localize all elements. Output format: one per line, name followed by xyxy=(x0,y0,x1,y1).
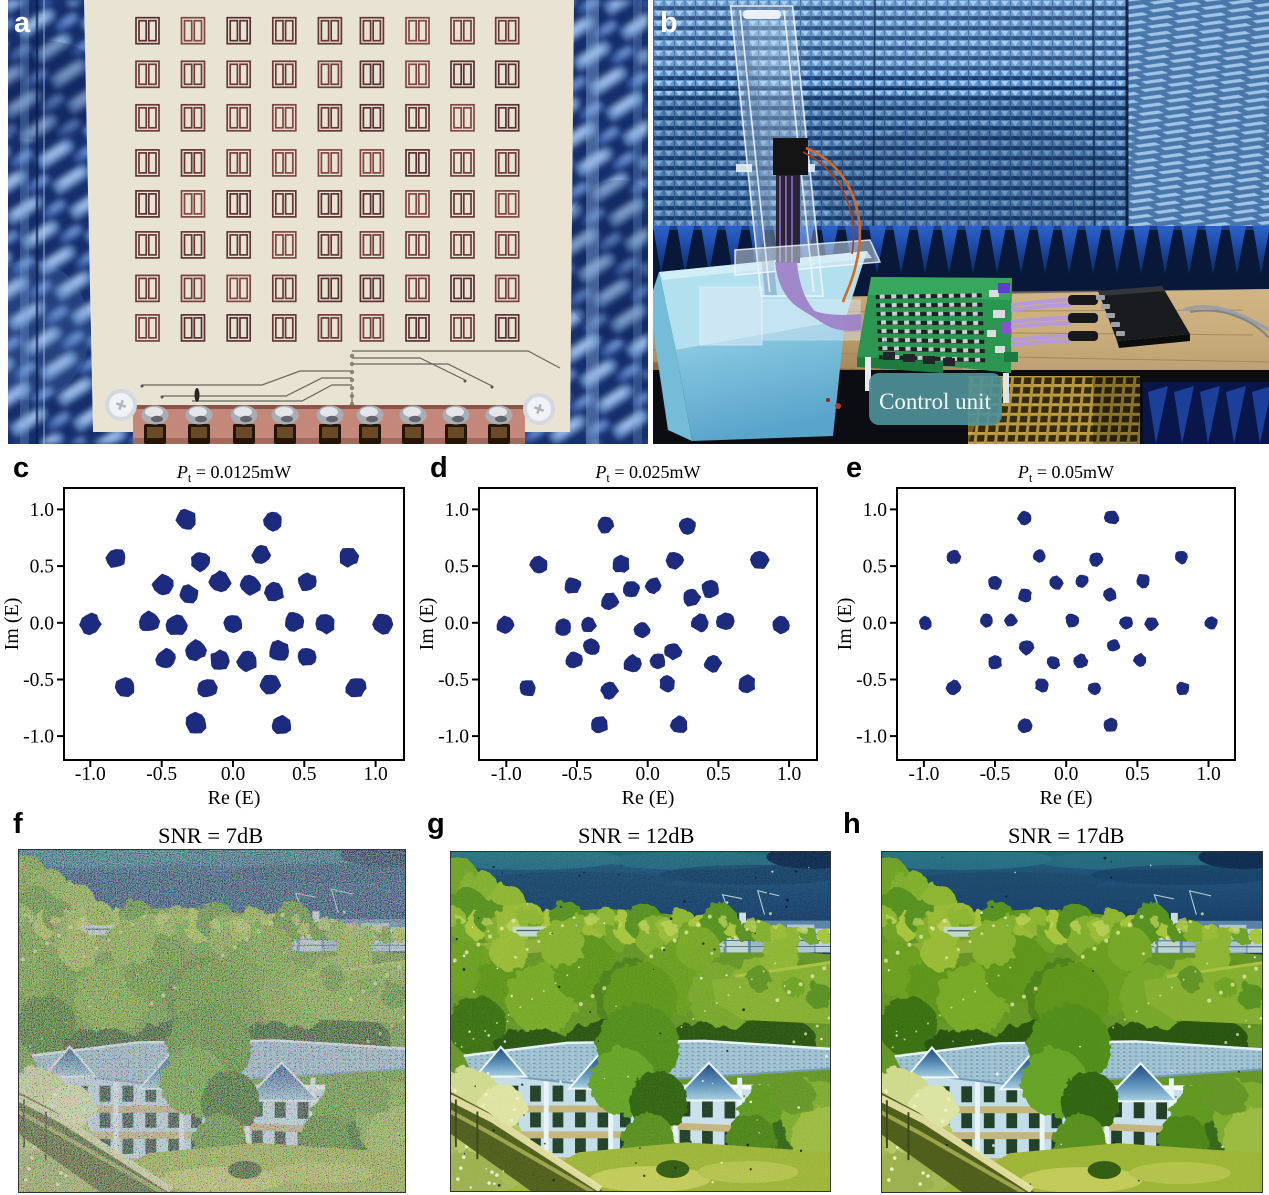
svg-text:0.5: 0.5 xyxy=(1125,764,1149,785)
svg-text:Im (E): Im (E) xyxy=(1,598,23,651)
svg-text:0.0: 0.0 xyxy=(221,764,245,785)
svg-text:Re (E): Re (E) xyxy=(622,787,675,809)
svg-text:0.5: 0.5 xyxy=(706,764,730,785)
svg-text:Re (E): Re (E) xyxy=(1040,787,1093,809)
svg-text:0.5: 0.5 xyxy=(292,764,316,785)
svg-text:Re (E): Re (E) xyxy=(208,787,261,809)
svg-text:Control unit: Control unit xyxy=(879,389,991,414)
svg-text:0.5: 0.5 xyxy=(863,557,887,578)
svg-text:Pt = 0.025mW: Pt = 0.025mW xyxy=(594,462,700,485)
svg-text:Im (E): Im (E) xyxy=(416,598,438,651)
svg-text:0.0: 0.0 xyxy=(1054,764,1078,785)
svg-text:Pt = 0.0125mW: Pt = 0.0125mW xyxy=(176,462,291,485)
svg-text:-1.0: -1.0 xyxy=(75,764,106,785)
svg-text:0.5: 0.5 xyxy=(445,557,469,578)
svg-text:b: b xyxy=(660,7,678,39)
svg-text:Im (E): Im (E) xyxy=(834,598,856,651)
svg-text:-0.5: -0.5 xyxy=(438,670,469,691)
svg-text:0.5: 0.5 xyxy=(30,557,54,578)
svg-text:-0.5: -0.5 xyxy=(146,764,177,785)
svg-text:0.0: 0.0 xyxy=(863,613,887,634)
svg-text:-1.0: -1.0 xyxy=(856,727,887,748)
svg-text:1.0: 1.0 xyxy=(445,500,469,521)
svg-text:0.0: 0.0 xyxy=(30,613,54,634)
svg-text:-1.0: -1.0 xyxy=(438,727,469,748)
svg-text:-0.5: -0.5 xyxy=(856,670,887,691)
svg-text:-0.5: -0.5 xyxy=(980,764,1011,785)
svg-text:-1.0: -1.0 xyxy=(491,764,522,785)
svg-text:Pt = 0.05mW: Pt = 0.05mW xyxy=(1017,462,1114,485)
svg-text:-0.5: -0.5 xyxy=(562,764,593,785)
svg-text:1.0: 1.0 xyxy=(1196,764,1220,785)
svg-text:1.0: 1.0 xyxy=(777,764,801,785)
svg-text:a: a xyxy=(14,7,31,39)
svg-text:1.0: 1.0 xyxy=(863,500,887,521)
svg-text:-1.0: -1.0 xyxy=(908,764,939,785)
svg-text:-1.0: -1.0 xyxy=(23,727,54,748)
svg-text:1.0: 1.0 xyxy=(30,500,54,521)
svg-text:0.0: 0.0 xyxy=(636,764,660,785)
svg-text:-0.5: -0.5 xyxy=(23,670,54,691)
svg-text:1.0: 1.0 xyxy=(363,764,387,785)
svg-text:0.0: 0.0 xyxy=(445,613,469,634)
